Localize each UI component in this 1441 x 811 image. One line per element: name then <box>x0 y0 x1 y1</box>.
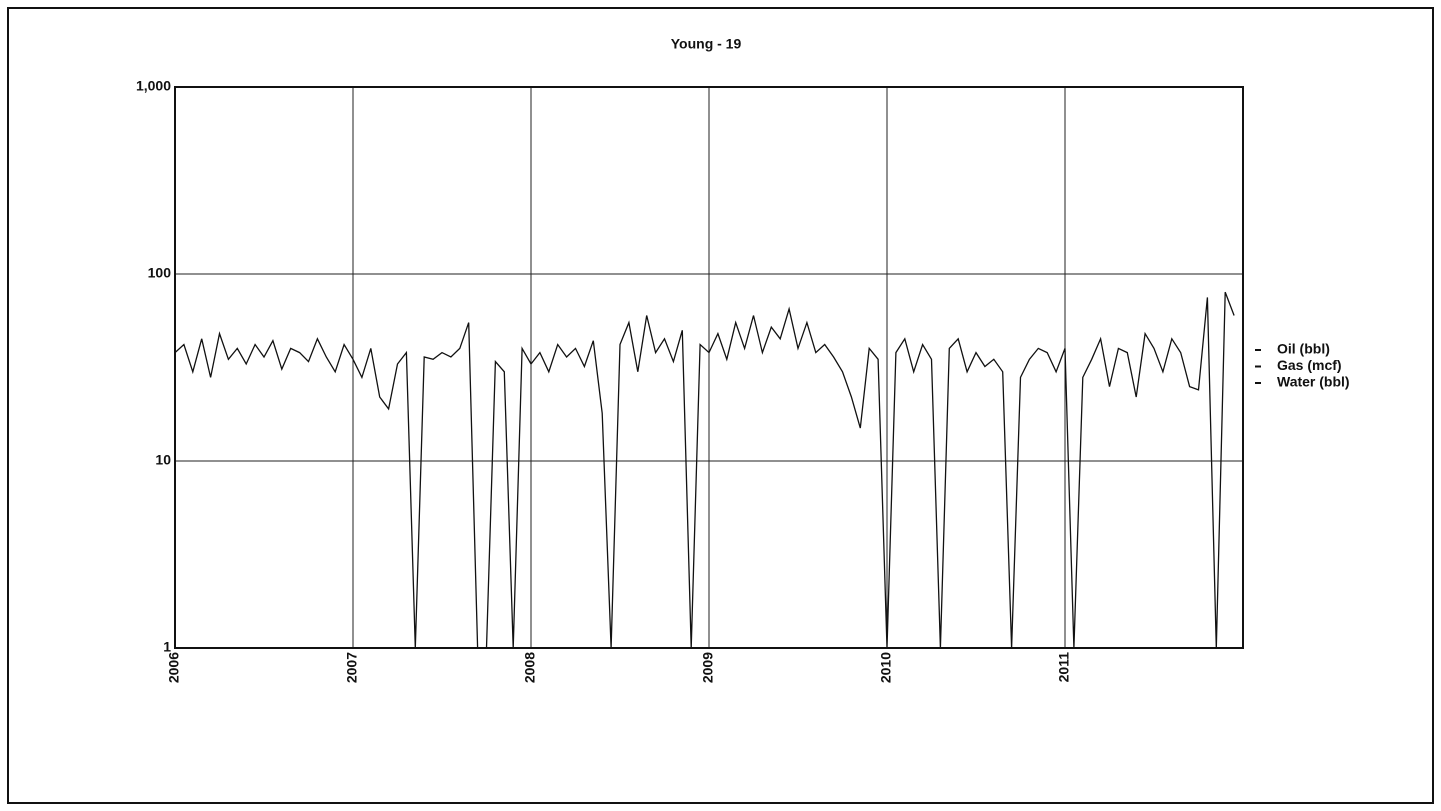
y-tick-label: 1,000 <box>136 78 171 94</box>
y-tick-label: 10 <box>155 452 171 468</box>
x-tick-label: 2011 <box>1056 652 1072 683</box>
x-tick-label: 2007 <box>344 652 360 683</box>
plot-area <box>174 86 1244 649</box>
legend-label: Oil (bbl) <box>1277 341 1330 357</box>
frame <box>7 7 1434 804</box>
chart-title: Young - 19 <box>671 36 742 52</box>
data-line <box>174 291 1235 649</box>
legend-label: Gas (mcf) <box>1277 357 1342 373</box>
x-tick-label: 2010 <box>878 652 894 683</box>
x-tick-label: 2008 <box>522 652 538 683</box>
x-tick-label: 2006 <box>166 652 182 683</box>
legend-label: Water (bbl) <box>1277 374 1350 390</box>
y-tick-label: 1 <box>163 639 171 655</box>
x-tick-label: 2009 <box>700 652 716 683</box>
y-tick-label: 100 <box>148 265 172 281</box>
